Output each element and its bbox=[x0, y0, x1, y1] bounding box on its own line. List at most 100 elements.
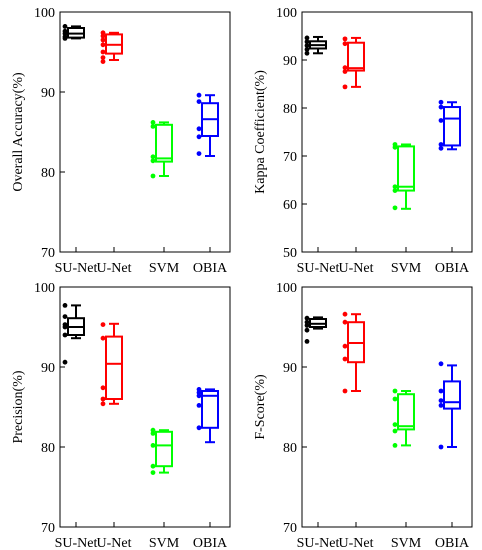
data-point bbox=[100, 42, 106, 48]
data-point bbox=[62, 314, 68, 319]
data-point bbox=[392, 144, 398, 150]
data-point bbox=[100, 33, 106, 39]
data-point bbox=[62, 324, 68, 330]
data-point bbox=[100, 322, 106, 327]
y-tick-label: 70 bbox=[41, 246, 55, 261]
data-point bbox=[100, 385, 106, 391]
data-point bbox=[438, 118, 444, 123]
data-point bbox=[392, 396, 398, 402]
plot-frame bbox=[59, 11, 231, 253]
series-obia bbox=[196, 387, 219, 444]
panel-precision: 70 80 90 100 SU-Net U-Net SVM OBIA Precision(%) bbox=[11, 281, 231, 550]
data-point bbox=[100, 37, 106, 43]
y-axis-label: Precision(%) bbox=[11, 370, 26, 443]
x-tick-label: SU-Net bbox=[297, 536, 340, 550]
data-point bbox=[342, 319, 348, 325]
data-point bbox=[304, 327, 310, 333]
series-su-net bbox=[304, 35, 327, 56]
data-point bbox=[150, 154, 156, 160]
x-tick-label: SU-Net bbox=[55, 536, 98, 550]
data-point bbox=[304, 43, 310, 48]
data-point bbox=[100, 335, 106, 341]
plot-frame bbox=[59, 286, 231, 528]
data-point bbox=[438, 361, 444, 367]
panel-f-score: 70 80 90 100 SU-Net U-Net SVM OBIA F-Score(%) bbox=[253, 281, 473, 550]
y-tick-label: 100 bbox=[276, 6, 297, 21]
data-point bbox=[342, 84, 348, 90]
y-tick-label: 70 bbox=[283, 150, 297, 165]
data-point bbox=[438, 99, 444, 105]
data-point bbox=[62, 24, 68, 29]
data-point bbox=[150, 158, 156, 164]
data-point bbox=[62, 36, 68, 41]
y-tick-label: 80 bbox=[283, 102, 297, 117]
data-point bbox=[392, 188, 398, 193]
box bbox=[443, 380, 461, 410]
data-point bbox=[304, 50, 310, 56]
y-tick-label: 50 bbox=[283, 246, 297, 261]
data-point bbox=[342, 343, 348, 349]
y-tick-label: 100 bbox=[34, 281, 55, 296]
data-point bbox=[342, 65, 348, 71]
x-tick-label: OBIA bbox=[435, 536, 470, 550]
box bbox=[155, 430, 173, 468]
x-tick-label: U-Net bbox=[97, 536, 132, 550]
series-su-net bbox=[304, 315, 327, 344]
x-tick-label: SU-Net bbox=[297, 261, 340, 276]
data-point bbox=[62, 359, 68, 365]
y-tick-label: 90 bbox=[283, 54, 297, 69]
x-tick-label: U-Net bbox=[339, 261, 374, 276]
data-point bbox=[438, 444, 444, 450]
data-point bbox=[304, 47, 310, 52]
x-tick-label: U-Net bbox=[339, 536, 374, 550]
data-point bbox=[150, 173, 156, 179]
data-point bbox=[342, 388, 348, 394]
y-tick-label: 100 bbox=[276, 281, 297, 296]
data-point bbox=[62, 303, 68, 308]
data-point bbox=[304, 315, 310, 321]
plot-frame bbox=[301, 11, 473, 253]
box bbox=[397, 145, 415, 192]
box bbox=[105, 335, 123, 400]
x-tick-label: SVM bbox=[391, 261, 422, 276]
data-point bbox=[342, 69, 348, 74]
data-point bbox=[100, 55, 106, 60]
y-tick-label: 90 bbox=[41, 86, 55, 101]
data-point bbox=[392, 422, 398, 427]
data-point bbox=[392, 184, 398, 190]
series-u-net bbox=[100, 322, 123, 407]
y-tick-label: 90 bbox=[41, 361, 55, 376]
x-tick-label: OBIA bbox=[435, 261, 470, 276]
y-axis-label: Overall Accuracy(%) bbox=[11, 72, 26, 192]
y-axis-label: F-Score(%) bbox=[253, 374, 268, 440]
series-svm bbox=[392, 388, 415, 448]
data-point bbox=[150, 124, 156, 129]
data-point bbox=[438, 388, 444, 394]
box bbox=[155, 123, 173, 163]
series-svm bbox=[150, 427, 173, 475]
data-point bbox=[392, 205, 398, 211]
series-svm bbox=[150, 120, 173, 179]
plot-frame bbox=[301, 286, 473, 528]
y-tick-label: 70 bbox=[41, 521, 55, 536]
data-point bbox=[196, 92, 202, 98]
series-su-net bbox=[62, 303, 85, 365]
data-point bbox=[392, 388, 398, 394]
data-point bbox=[150, 463, 156, 469]
y-axis-label: Kappa Coefficient(%) bbox=[253, 70, 268, 194]
y-tick-label: 100 bbox=[34, 6, 55, 21]
data-point bbox=[342, 41, 348, 47]
data-point bbox=[100, 49, 106, 55]
data-point bbox=[196, 151, 202, 157]
data-point bbox=[342, 356, 348, 362]
series-svm bbox=[392, 142, 415, 211]
data-point bbox=[342, 36, 348, 42]
y-tick-label: 80 bbox=[283, 441, 297, 456]
panel-overall-accuracy: 70 80 90 100 SU-Net U-Net SVM OBIA Overall Accur… bbox=[11, 6, 231, 276]
data-point bbox=[150, 120, 156, 125]
data-point bbox=[392, 428, 398, 434]
series-su-net bbox=[62, 24, 85, 41]
x-tick-label: OBIA bbox=[193, 536, 228, 550]
data-point bbox=[150, 443, 156, 448]
data-point bbox=[438, 104, 444, 110]
